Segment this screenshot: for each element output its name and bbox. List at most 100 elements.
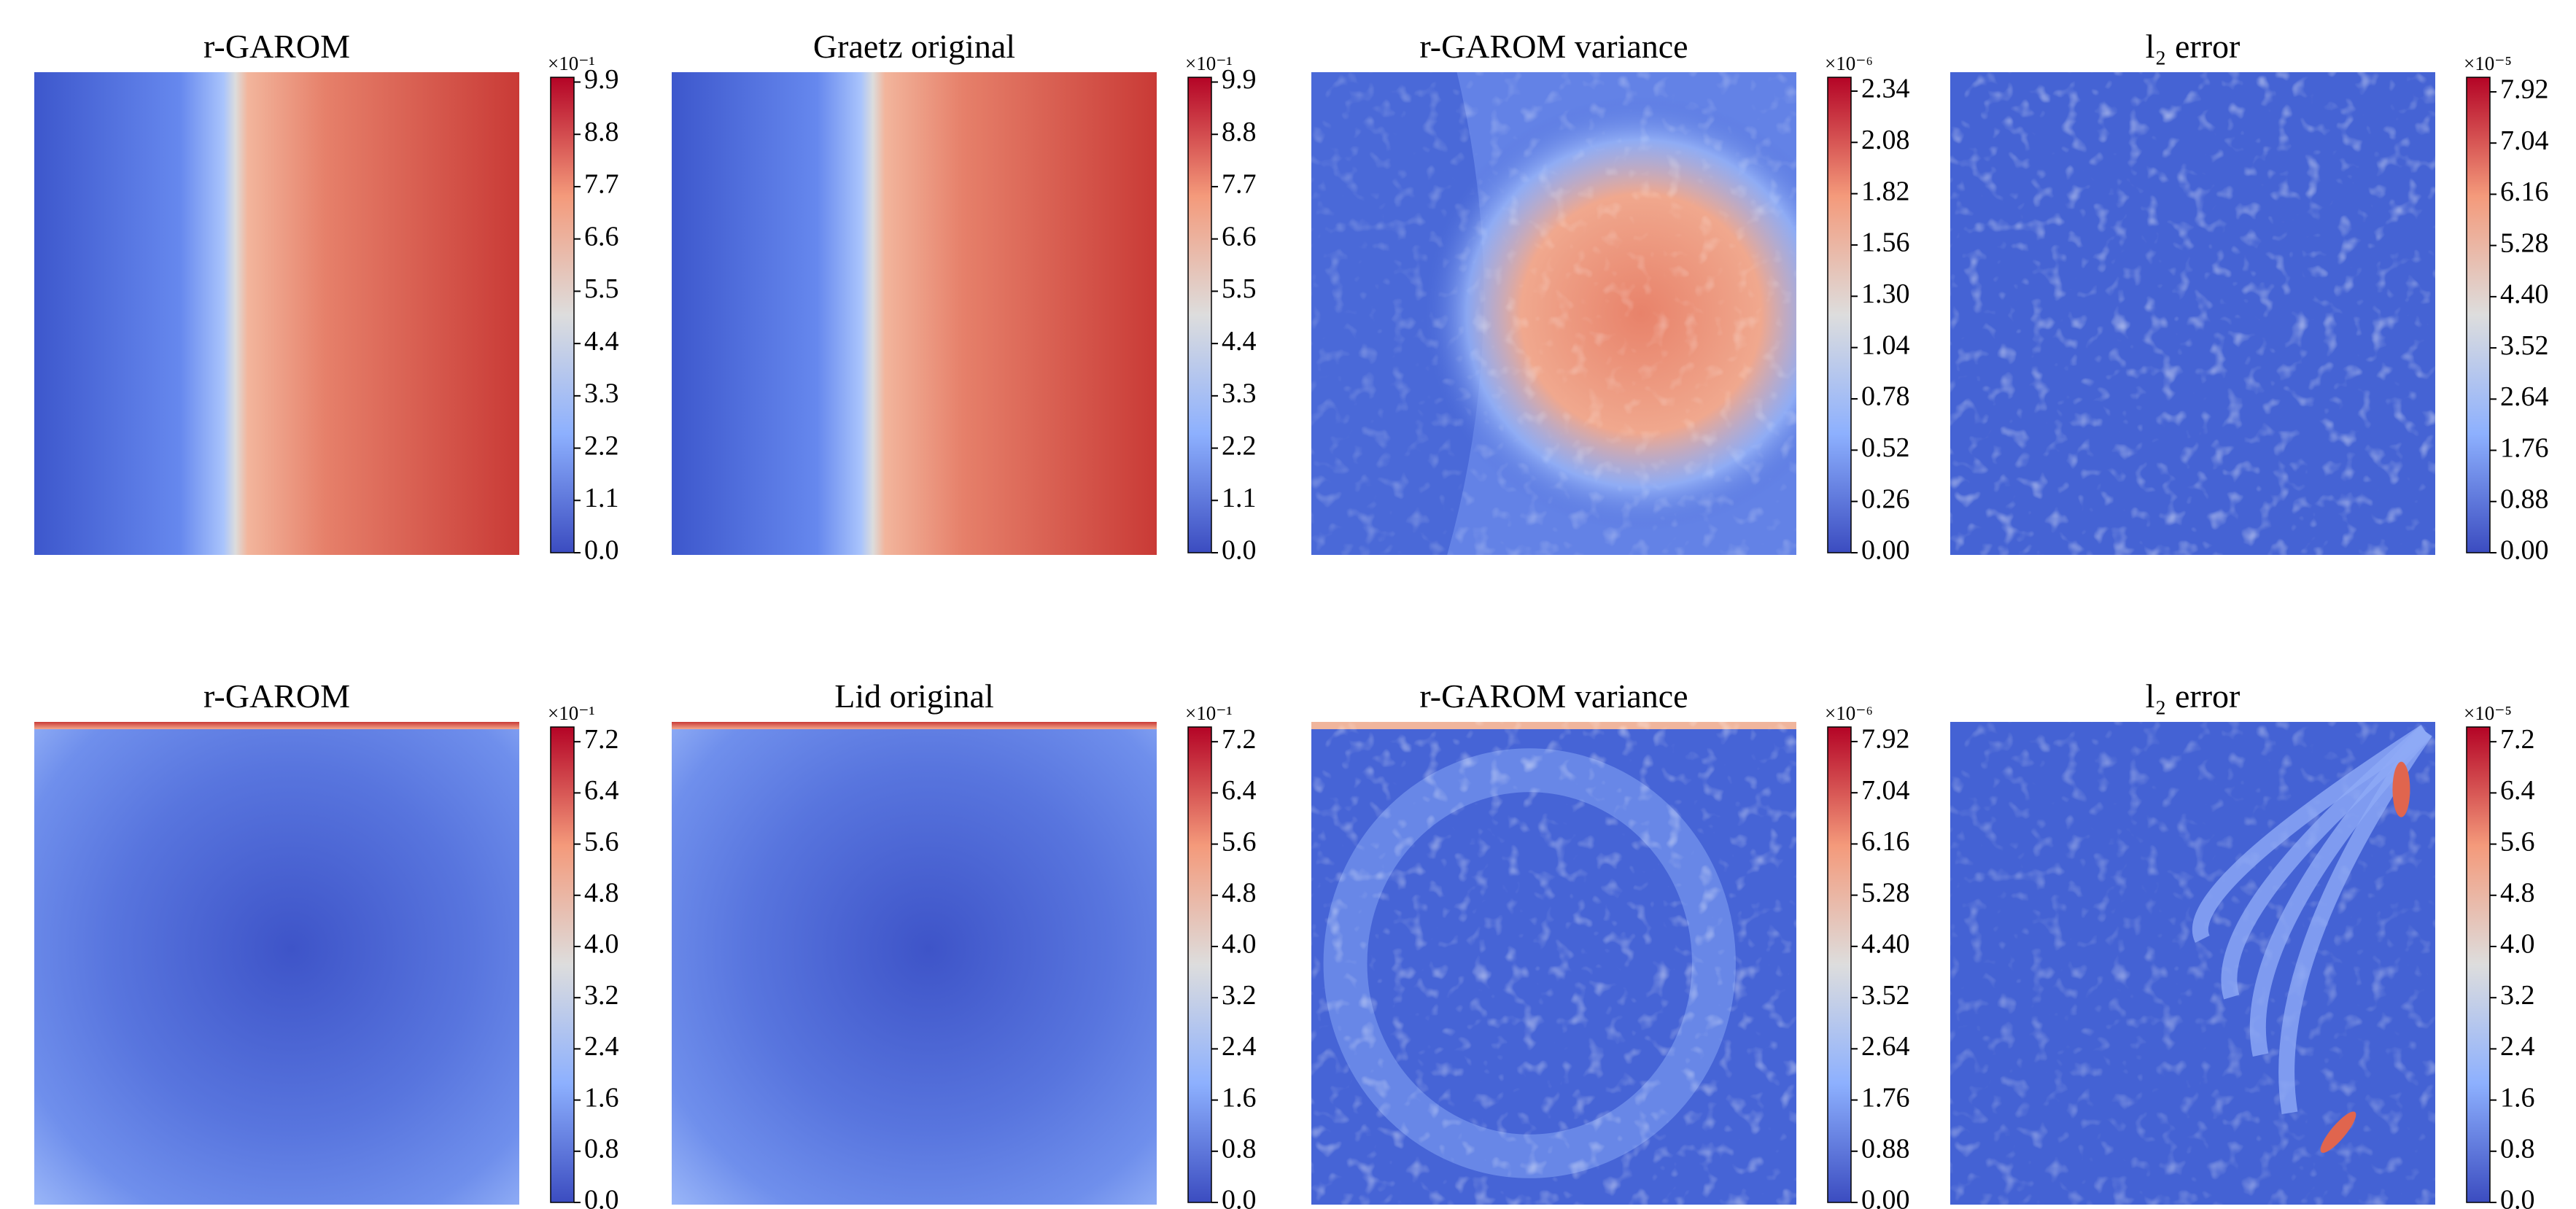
- colorbar-tick-label: 0.00: [1861, 535, 1910, 566]
- colorbar-scale: ×10⁻⁵: [2464, 53, 2512, 74]
- colorbar-tick-label: 6.6: [1222, 221, 1257, 252]
- colorbar-tick-label: 0.0: [2500, 1185, 2535, 1209]
- field-top: [672, 722, 1157, 729]
- colorbar-scale: ×10⁻¹: [548, 53, 595, 74]
- colorbar-tick-label: 4.0: [584, 929, 619, 960]
- colorbar-scale: ×10⁻¹: [1185, 53, 1233, 74]
- colorbar-tick-label: 7.2: [2500, 724, 2535, 755]
- colorbar-scale: ×10⁻¹: [1185, 702, 1233, 724]
- colorbar: ×10⁻¹ 0.0 0.8 1.6 2.4 3.2 4.0 4.8 5.6 6.4 7.2: [548, 702, 619, 1209]
- field-hot: [2392, 761, 2410, 817]
- colorbar-tick-label: 1.6: [2500, 1082, 2535, 1113]
- field-streak: [2192, 724, 2430, 943]
- colorbar-tick-label: 7.92: [1861, 724, 1910, 755]
- colorbar-tick-label: 3.3: [1222, 378, 1257, 409]
- heatmap-panel: [672, 72, 1157, 555]
- heatmap-panel: [1950, 722, 2435, 1205]
- colorbar-scale: ×10⁻¹: [548, 702, 595, 724]
- colorbar-tick-label: 1.1: [584, 483, 619, 513]
- colorbar-tick-label: 0.88: [1861, 1133, 1910, 1164]
- colorbar-tick-label: 2.34: [1861, 74, 1910, 104]
- colorbar-tick-label: 4.4: [1222, 326, 1257, 357]
- colorbar-tick-label: 9.9: [1222, 64, 1257, 95]
- colorbar-tick-label: 4.8: [2500, 878, 2535, 909]
- field-noise: [1311, 722, 1796, 1205]
- colorbar-tick-label: 0.8: [1222, 1134, 1257, 1165]
- colorbar-tick-label: 1.30: [1861, 279, 1910, 309]
- colorbar-tick-label: 7.7: [1222, 169, 1257, 200]
- field-streak: [2278, 726, 2432, 1114]
- colorbar-tick-label: 1.56: [1861, 228, 1910, 258]
- colorbar: ×10⁻⁶ 0.00 0.26 0.52 0.78 1.04 1.30 1.56 1.82 2.0…: [1825, 53, 1910, 566]
- field-area: [1311, 72, 1796, 555]
- colorbar-gradient: [550, 726, 575, 1203]
- colorbar-tick-label: 0.8: [2500, 1134, 2535, 1165]
- colorbar-tick-label: 3.2: [1222, 980, 1257, 1011]
- colorbar-tick-label: 3.3: [584, 378, 619, 409]
- panel-title: r-GAROM: [203, 677, 350, 715]
- field-area: [34, 722, 519, 1205]
- panel-title: r-GAROM: [203, 28, 350, 65]
- colorbar-tick-label: 2.2: [584, 430, 619, 461]
- heatmap-panel: [1311, 72, 1796, 555]
- field-hot: [2320, 1111, 2356, 1154]
- colorbar-tick-label: 0.52: [1861, 432, 1910, 463]
- colorbar-tick-label: 7.04: [2500, 125, 2549, 156]
- colorbar-tick-label: 0.88: [2500, 483, 2549, 514]
- panel-title: Lid original: [834, 677, 993, 715]
- field-area: [1311, 722, 1796, 1205]
- colorbar-tick-label: 3.2: [2500, 980, 2535, 1011]
- colorbar-scale: ×10⁻⁶: [1825, 53, 1873, 74]
- colorbar-tick-label: 7.2: [1222, 724, 1257, 755]
- colorbar: ×10⁻⁵ 0.00 0.88 1.76 2.64 3.52 4.40 5.28 6.16 7.0…: [2464, 53, 2549, 566]
- colorbar-tick-label: 6.4: [2500, 775, 2535, 806]
- heatmap-panel: [34, 72, 519, 555]
- colorbar-tick-label: 3.2: [584, 980, 619, 1011]
- colorbar-gradient: [1187, 726, 1212, 1203]
- colorbar-tick-label: 6.4: [584, 775, 619, 806]
- colorbar-gradient: [2466, 77, 2491, 553]
- colorbar-tick-label: 2.64: [2500, 381, 2549, 412]
- field-area: [1950, 722, 2435, 1205]
- colorbar-tick-label: 5.6: [1222, 826, 1257, 857]
- colorbar-tick-label: 1.1: [1222, 483, 1257, 513]
- colorbar-tick-label: 5.6: [584, 826, 619, 857]
- panel-title: Graetz original: [813, 28, 1015, 65]
- colorbar-tick-label: 5.5: [1222, 273, 1257, 304]
- colorbar-gradient: [1827, 77, 1852, 553]
- field-noise: [1311, 72, 1796, 555]
- colorbar-tick-label: 1.76: [2500, 432, 2549, 463]
- colorbar-scale: ×10⁻⁶: [1825, 702, 1873, 724]
- colorbar: ×10⁻¹ 0.0 0.8 1.6 2.4 3.2 4.0 4.8 5.6 6.4 7.2: [1185, 702, 1257, 1209]
- colorbar-tick-label: 1.6: [1222, 1082, 1257, 1113]
- colorbar-tick-label: 4.0: [2500, 929, 2535, 960]
- colorbar-tick-label: 6.16: [2500, 176, 2549, 207]
- colorbar-tick-label: 2.64: [1861, 1031, 1910, 1062]
- heatmap-panel: [672, 722, 1157, 1205]
- field: [34, 722, 519, 1205]
- colorbar-gradient: [2466, 726, 2491, 1203]
- field-streak: [2221, 725, 2431, 1000]
- field-streak: [2249, 726, 2432, 1057]
- colorbar-tick-label: 1.76: [1861, 1082, 1910, 1113]
- field-area: [672, 72, 1157, 555]
- panel-title: r-GAROM variance: [1419, 677, 1688, 715]
- colorbar-tick-label: 1.6: [584, 1082, 619, 1113]
- colorbar-tick-label: 2.08: [1861, 125, 1910, 155]
- colorbar-tick-label: 9.9: [584, 64, 619, 95]
- colorbar-tick-label: 7.92: [2500, 74, 2549, 105]
- colorbar-tick-label: 1.04: [1861, 330, 1910, 360]
- colorbar-tick-label: 2.2: [1222, 430, 1257, 461]
- panel-title: r-GAROM variance: [1419, 28, 1688, 65]
- colorbar-gradient: [1187, 77, 1212, 553]
- colorbar-tick-label: 5.5: [584, 273, 619, 304]
- colorbar-tick-label: 0.00: [2500, 535, 2549, 566]
- colorbar-tick-label: 0.0: [1222, 1185, 1257, 1209]
- colorbar-tick-label: 2.4: [1222, 1031, 1257, 1062]
- colorbar-tick-label: 0.26: [1861, 483, 1910, 514]
- colorbar-gradient: [550, 77, 575, 553]
- colorbar-scale: ×10⁻⁵: [2464, 702, 2512, 724]
- colorbar-tick-label: 4.40: [2500, 279, 2549, 310]
- colorbar-tick-label: 0.00: [1861, 1185, 1910, 1209]
